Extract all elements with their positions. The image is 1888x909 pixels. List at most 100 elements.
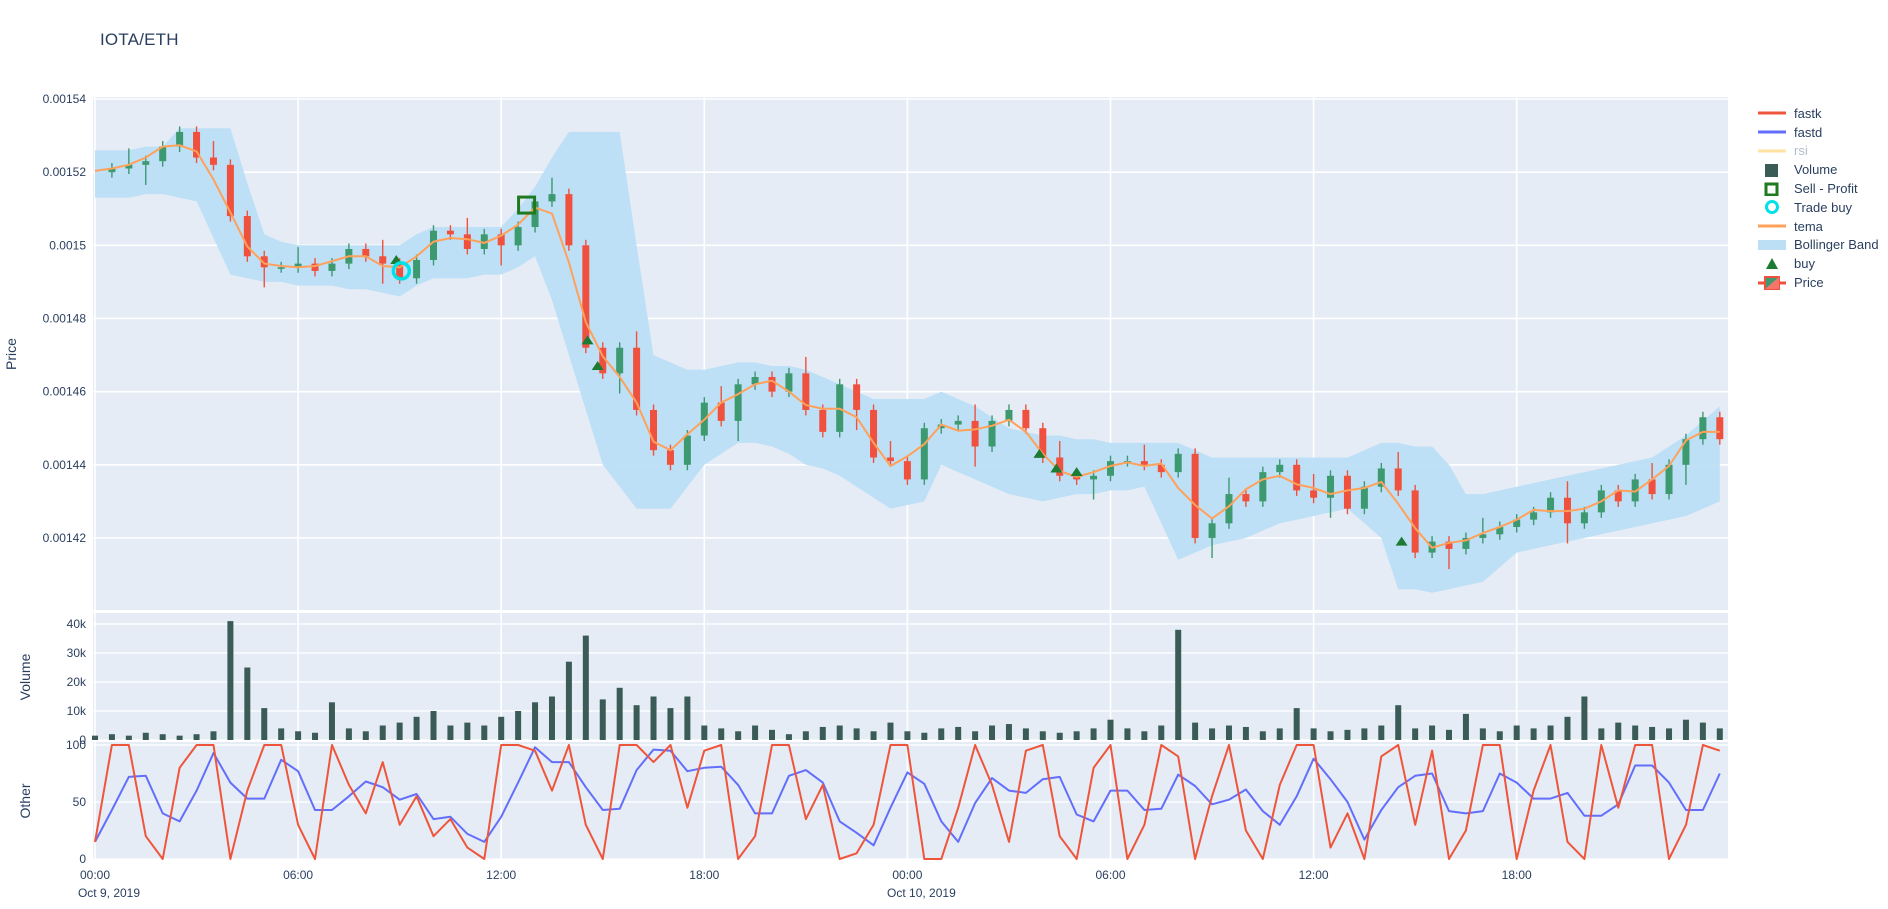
candle-body[interactable]: [277, 267, 285, 269]
plot-areas[interactable]: [92, 97, 1728, 860]
volume-bar[interactable]: [362, 731, 369, 740]
candle-body[interactable]: [1174, 453, 1182, 473]
candle-body[interactable]: [1208, 523, 1216, 538]
candle-body[interactable]: [1580, 512, 1588, 524]
candle-body[interactable]: [226, 164, 234, 217]
volume-bar[interactable]: [1005, 724, 1012, 740]
volume-bar[interactable]: [853, 728, 860, 740]
candle-body[interactable]: [1157, 464, 1165, 473]
candle-body[interactable]: [294, 263, 302, 268]
volume-bar[interactable]: [1209, 728, 1216, 740]
candle-body[interactable]: [1530, 512, 1538, 520]
volume-bar[interactable]: [413, 716, 420, 740]
volume-bar[interactable]: [464, 722, 471, 740]
candle-body[interactable]: [1310, 490, 1318, 498]
volume-bar[interactable]: [1327, 731, 1334, 740]
candle-body[interactable]: [1276, 464, 1284, 473]
candle-body[interactable]: [1699, 417, 1707, 440]
volume-bar[interactable]: [1141, 731, 1148, 740]
candle-body[interactable]: [1445, 541, 1453, 549]
volume-bar[interactable]: [244, 667, 251, 741]
candle-body[interactable]: [159, 146, 167, 162]
volume-bar[interactable]: [667, 708, 674, 740]
volume-bar[interactable]: [1682, 719, 1689, 740]
candle-body[interactable]: [243, 216, 251, 257]
legend-item-volume[interactable]: Volume: [1756, 160, 1888, 179]
candle-body[interactable]: [1140, 461, 1148, 465]
volume-bar[interactable]: [684, 696, 691, 741]
buy-marker[interactable]: [1050, 463, 1063, 473]
volume-bar[interactable]: [481, 725, 488, 741]
candle-body[interactable]: [142, 161, 150, 165]
volume-bar[interactable]: [261, 708, 268, 740]
candle-body[interactable]: [1479, 534, 1487, 538]
candle-body[interactable]: [1547, 497, 1555, 513]
candle-body[interactable]: [751, 377, 759, 385]
volume-bar[interactable]: [701, 725, 708, 741]
candle-body[interactable]: [1377, 468, 1385, 487]
volume-bar[interactable]: [312, 732, 319, 740]
volume-bar[interactable]: [1496, 731, 1503, 740]
volume-bar[interactable]: [1649, 726, 1656, 740]
candle-body[interactable]: [1293, 464, 1301, 491]
candle-body[interactable]: [1614, 490, 1622, 502]
candle-body[interactable]: [717, 402, 725, 421]
volume-bar[interactable]: [1513, 725, 1520, 741]
candle-body[interactable]: [176, 131, 184, 147]
candle-body[interactable]: [463, 234, 471, 249]
candle-body[interactable]: [108, 168, 116, 173]
volume-bar[interactable]: [1259, 731, 1266, 740]
candle-body[interactable]: [886, 457, 894, 462]
volume-bar[interactable]: [1378, 725, 1385, 741]
fastd-line[interactable]: [94, 746, 1721, 847]
candle-body[interactable]: [1394, 468, 1402, 491]
candle-body[interactable]: [1225, 494, 1233, 524]
volume-bar[interactable]: [1632, 725, 1639, 741]
candle-body[interactable]: [1682, 439, 1690, 465]
volume-bar[interactable]: [1242, 726, 1249, 740]
volume-bar[interactable]: [1547, 725, 1554, 741]
volume-bar[interactable]: [1446, 729, 1452, 740]
volume-bar[interactable]: [142, 732, 149, 740]
volume-bar[interactable]: [1039, 731, 1046, 740]
volume-bar[interactable]: [735, 731, 742, 740]
volume-bar[interactable]: [210, 731, 217, 740]
candle-body[interactable]: [802, 373, 810, 410]
legend-item-price[interactable]: Price: [1756, 273, 1888, 292]
legend-item-fastd[interactable]: fastd: [1756, 123, 1888, 142]
candle-body[interactable]: [193, 131, 201, 158]
candle-body[interactable]: [768, 377, 776, 392]
candle-body[interactable]: [209, 157, 217, 165]
candle-body[interactable]: [430, 230, 437, 260]
candle-body[interactable]: [988, 420, 996, 447]
candle-body[interactable]: [413, 259, 421, 279]
volume-bar[interactable]: [1310, 728, 1317, 740]
candle-body[interactable]: [1665, 464, 1673, 495]
legend-item-tema[interactable]: tema: [1756, 217, 1888, 236]
volume-bar[interactable]: [1107, 719, 1114, 740]
buy-marker[interactable]: [1070, 467, 1083, 477]
volume-bar[interactable]: [193, 734, 200, 740]
candle-body[interactable]: [1716, 417, 1724, 440]
candle-body[interactable]: [1191, 453, 1199, 538]
candle-body[interactable]: [1242, 494, 1250, 502]
volume-bar[interactable]: [295, 731, 302, 740]
fastk-line[interactable]: [94, 744, 1721, 860]
volume-bar[interactable]: [1293, 708, 1300, 740]
legend-item-buy[interactable]: buy: [1756, 254, 1888, 273]
candle-body[interactable]: [1022, 409, 1030, 429]
plot-background-volume[interactable]: [93, 613, 1728, 740]
volume-bar[interactable]: [278, 728, 285, 740]
volume-bar[interactable]: [887, 722, 894, 740]
volume-bar[interactable]: [870, 731, 877, 740]
volume-bar[interactable]: [955, 726, 962, 740]
volume-bar[interactable]: [1429, 725, 1436, 741]
volume-bar[interactable]: [1056, 732, 1063, 740]
legend-item-sell-profit[interactable]: Sell - Profit: [1756, 179, 1888, 198]
candle-body[interactable]: [633, 347, 641, 410]
candle-body[interactable]: [1411, 490, 1419, 553]
legend-item-rsi[interactable]: rsi: [1756, 142, 1888, 161]
candle-body[interactable]: [937, 424, 945, 429]
volume-bar[interactable]: [616, 687, 623, 740]
volume-bar[interactable]: [633, 705, 640, 740]
